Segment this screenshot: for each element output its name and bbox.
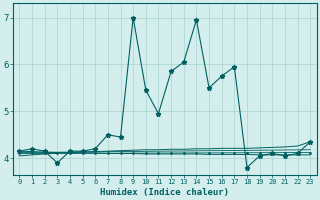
X-axis label: Humidex (Indice chaleur): Humidex (Indice chaleur): [100, 188, 229, 197]
